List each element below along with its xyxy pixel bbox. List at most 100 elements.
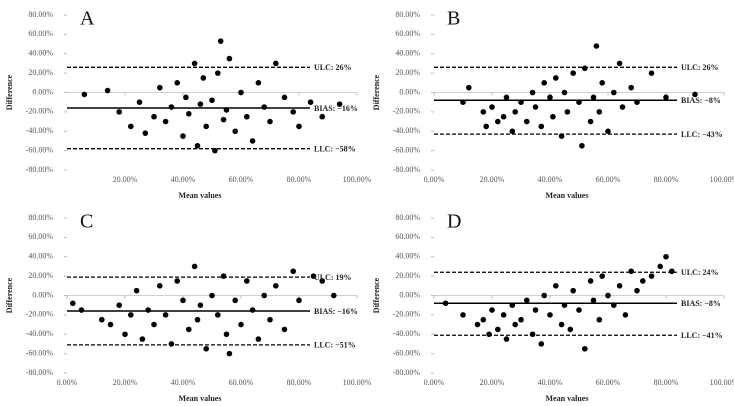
x-tick-label: 20.00% (480, 378, 505, 387)
y-tick-label: -20.00% (26, 310, 54, 319)
point (290, 268, 297, 275)
point (628, 84, 634, 91)
panel-label: A (80, 8, 95, 30)
point (191, 263, 198, 270)
y-axis-label: Difference (5, 74, 14, 110)
point (267, 118, 273, 125)
point (524, 118, 530, 125)
x-tick-label: 20.00% (480, 175, 505, 184)
x-axis-label: Mean values (179, 394, 222, 403)
point (582, 65, 588, 72)
point (503, 94, 510, 101)
point (524, 297, 530, 304)
point (194, 142, 201, 149)
y-tick-label: -40.00% (393, 329, 421, 338)
point (538, 123, 545, 130)
reference-label: ULC: 19% (314, 273, 352, 282)
point (599, 273, 605, 279)
point (529, 89, 536, 96)
point (593, 43, 600, 49)
point (116, 109, 122, 115)
point (232, 297, 238, 304)
point (244, 278, 250, 284)
y-tick-label: 60.00% (395, 29, 420, 38)
reference-label: BIAS: −16% (314, 104, 358, 113)
panel-label: D (447, 211, 461, 233)
point (518, 316, 524, 323)
point (209, 292, 215, 299)
point (290, 109, 297, 115)
point (217, 38, 224, 44)
point (151, 321, 157, 328)
point (553, 75, 559, 81)
x-axis-label: Mean values (546, 191, 589, 200)
point (564, 109, 571, 115)
reference-label: LLC: −51% (314, 341, 356, 350)
point (136, 99, 143, 105)
point (480, 109, 487, 115)
point (238, 321, 244, 328)
point (529, 331, 536, 338)
point (107, 321, 114, 328)
point (541, 80, 547, 86)
point (162, 118, 169, 125)
y-tick-label: 40.00% (395, 49, 420, 58)
point (145, 307, 151, 313)
y-tick-label: 20.00% (395, 68, 420, 77)
point (215, 312, 221, 318)
x-axis-label: Mean values (546, 394, 589, 403)
y-tick-label: 20.00% (395, 271, 420, 280)
point (590, 94, 597, 101)
y-tick-label: 60.00% (28, 232, 53, 241)
point (162, 312, 169, 318)
point (616, 283, 623, 289)
point (180, 297, 186, 304)
point (692, 91, 698, 98)
y-tick-label: 0.00% (399, 290, 420, 299)
point (669, 268, 675, 275)
point (640, 278, 646, 284)
point (509, 128, 516, 135)
reference-label: LLC: −43% (681, 130, 723, 139)
point (238, 89, 244, 96)
y-tick-label: 40.00% (28, 252, 53, 261)
point (281, 94, 288, 101)
point (180, 133, 186, 139)
point (619, 104, 626, 110)
point (81, 91, 88, 98)
point (226, 350, 233, 357)
point (209, 97, 215, 104)
x-tick-label: 40.00% (538, 175, 563, 184)
point (296, 297, 302, 304)
reference-label: LLC: −41% (681, 331, 723, 340)
point (616, 60, 623, 67)
point (648, 70, 655, 76)
point (168, 104, 175, 110)
point (232, 128, 238, 135)
point (486, 331, 492, 338)
x-tick-label: 20.00% (113, 378, 138, 387)
point (226, 55, 233, 62)
point (255, 336, 262, 342)
x-tick-label: 80.00% (654, 378, 679, 387)
x-tick-label: 60.00% (229, 175, 254, 184)
y-tick-label: 80.00% (395, 213, 420, 222)
point (558, 321, 565, 328)
point (200, 75, 207, 81)
point (480, 316, 487, 323)
point (223, 331, 230, 338)
point (532, 307, 539, 313)
x-axis-label: Mean values (179, 191, 222, 200)
x-tick-label: 40.00% (538, 378, 563, 387)
point (532, 104, 539, 110)
point (197, 302, 204, 308)
y-tick-label: 80.00% (395, 10, 420, 19)
point (99, 316, 105, 323)
x-tick-label: 60.00% (596, 378, 621, 387)
point (495, 326, 501, 333)
point (576, 307, 582, 313)
reference-label: LLC: −58% (314, 145, 356, 154)
y-tick-label: 0.00% (399, 87, 420, 96)
point (500, 312, 507, 318)
x-tick-label: 100.00% (710, 378, 734, 387)
